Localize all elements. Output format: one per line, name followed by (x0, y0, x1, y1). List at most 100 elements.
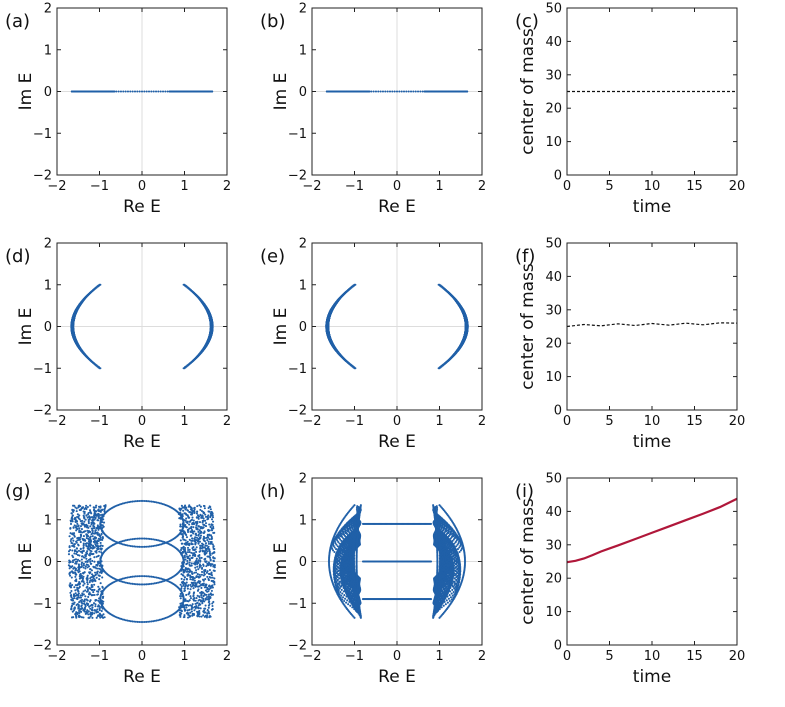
eigenvalue-point (185, 284, 188, 288)
eigenvalue-point (124, 90, 127, 93)
x-axis-title: time (633, 197, 671, 217)
eigenvalue-point (83, 297, 86, 300)
eigenvalue-point (75, 340, 78, 343)
x-tick-label: 5 (605, 179, 613, 194)
eigenvalue-point (379, 90, 382, 93)
eigenvalue-point (207, 310, 210, 313)
panel-label: (d) (5, 246, 30, 267)
y-tick-label: −2 (288, 169, 307, 184)
x-tick-label: −1 (345, 179, 364, 194)
eigenvalue-point (207, 338, 210, 341)
y-tick-label: −2 (33, 169, 52, 184)
eigenvalue-point (147, 90, 151, 93)
eigenvalue-point (193, 358, 196, 361)
eigenvalue-point (138, 90, 141, 93)
eigenvalue-point (409, 90, 413, 93)
eigenvalue-point (189, 362, 192, 365)
eigenvalue-point (88, 292, 91, 295)
eigenvalue-point (182, 283, 185, 286)
eigenvalue-point (86, 356, 89, 359)
eigenvalue-point (184, 365, 187, 369)
eigenvalue-point (191, 360, 194, 363)
x-tick-label: 0 (138, 179, 146, 194)
eigenvalue-point (196, 296, 200, 299)
eigenvalue-point (73, 312, 76, 315)
y-tick-label: −2 (33, 404, 52, 419)
eigenvalue-points (325, 90, 469, 93)
y-tick-label: 1 (44, 43, 52, 58)
eigenvalue-point (187, 286, 190, 289)
eigenvalue-point (71, 325, 74, 328)
eigenvalue-point (143, 90, 146, 93)
eigenvalue-point (198, 297, 201, 300)
eigenvalue-point (81, 351, 84, 354)
x-tick-label: 0 (138, 414, 146, 429)
eigenvalue-point (466, 90, 469, 93)
eigenvalue-point (71, 319, 74, 323)
y-axis-title: Im E (16, 308, 36, 346)
panel-label: (a) (5, 11, 30, 32)
eigenvalue-point (204, 345, 207, 348)
eigenvalue-point (402, 90, 406, 93)
y-tick-label: 1 (299, 43, 307, 58)
x-tick-label: −2 (47, 179, 66, 194)
eigenvalue-point (76, 343, 80, 346)
y-tick-label: 1 (44, 278, 52, 293)
y-tick-label: 30 (545, 68, 562, 83)
x-tick-label: 0 (563, 179, 571, 194)
eigenvalue-point (140, 90, 144, 93)
eigenvalue-point (136, 90, 139, 93)
y-tick-label: 0 (299, 85, 307, 100)
eigenvalue-point (368, 90, 371, 93)
eigenvalue-point (210, 325, 213, 328)
eigenvalue-point (72, 316, 75, 319)
eigenvalue-point (195, 356, 198, 359)
eigenvalue-point (84, 296, 88, 299)
eigenvalue-point (210, 318, 213, 321)
eigenvalue-point (414, 90, 417, 93)
eigenvalue-point (76, 342, 79, 345)
eigenvalue-point (81, 299, 84, 302)
eigenvalue-point (209, 329, 212, 332)
y-axis-title: Im E (271, 73, 291, 111)
eigenvalue-point (210, 321, 213, 324)
eigenvalue-point (119, 90, 123, 93)
panel-label: (b) (260, 11, 285, 32)
x-tick-label: −1 (90, 414, 109, 429)
eigenvalue-point (99, 283, 102, 286)
eigenvalue-point (79, 347, 82, 350)
y-tick-label: 40 (545, 35, 562, 50)
eigenvalue-point (405, 90, 408, 93)
eigenvalue-point (115, 90, 118, 93)
y-axis-title: center of mass (518, 28, 538, 155)
eigenvalue-point (211, 90, 214, 93)
eigenvalue-point (73, 336, 77, 339)
y-axis-title: Im E (16, 73, 36, 111)
eigenvalue-point (195, 294, 198, 297)
eigenvalue-point (209, 330, 212, 334)
eigenvalue-point (74, 310, 77, 313)
eigenvalue-point (377, 90, 380, 93)
y-tick-label: 0 (554, 169, 562, 184)
eigenvalue-point (78, 303, 81, 306)
eigenvalue-point (117, 90, 120, 93)
y-tick-label: 10 (545, 135, 562, 150)
eigenvalue-point (207, 336, 211, 339)
x-tick-label: 2 (223, 414, 231, 429)
x-tick-label: −1 (90, 179, 109, 194)
x-axis-title: Re E (123, 432, 161, 452)
panel-label: (c) (515, 11, 539, 32)
eigenvalue-points (70, 90, 214, 93)
x-tick-label: 2 (223, 179, 231, 194)
eigenvalue-point (129, 90, 132, 93)
eigenvalue-point (122, 90, 125, 93)
eigenvalue-point (96, 284, 99, 288)
eigenvalue-point (209, 314, 212, 317)
eigenvalue-point (161, 90, 165, 93)
eigenvalue-point (83, 353, 86, 356)
eigenvalue-point (133, 90, 137, 93)
eigenvalue-point (370, 90, 373, 93)
